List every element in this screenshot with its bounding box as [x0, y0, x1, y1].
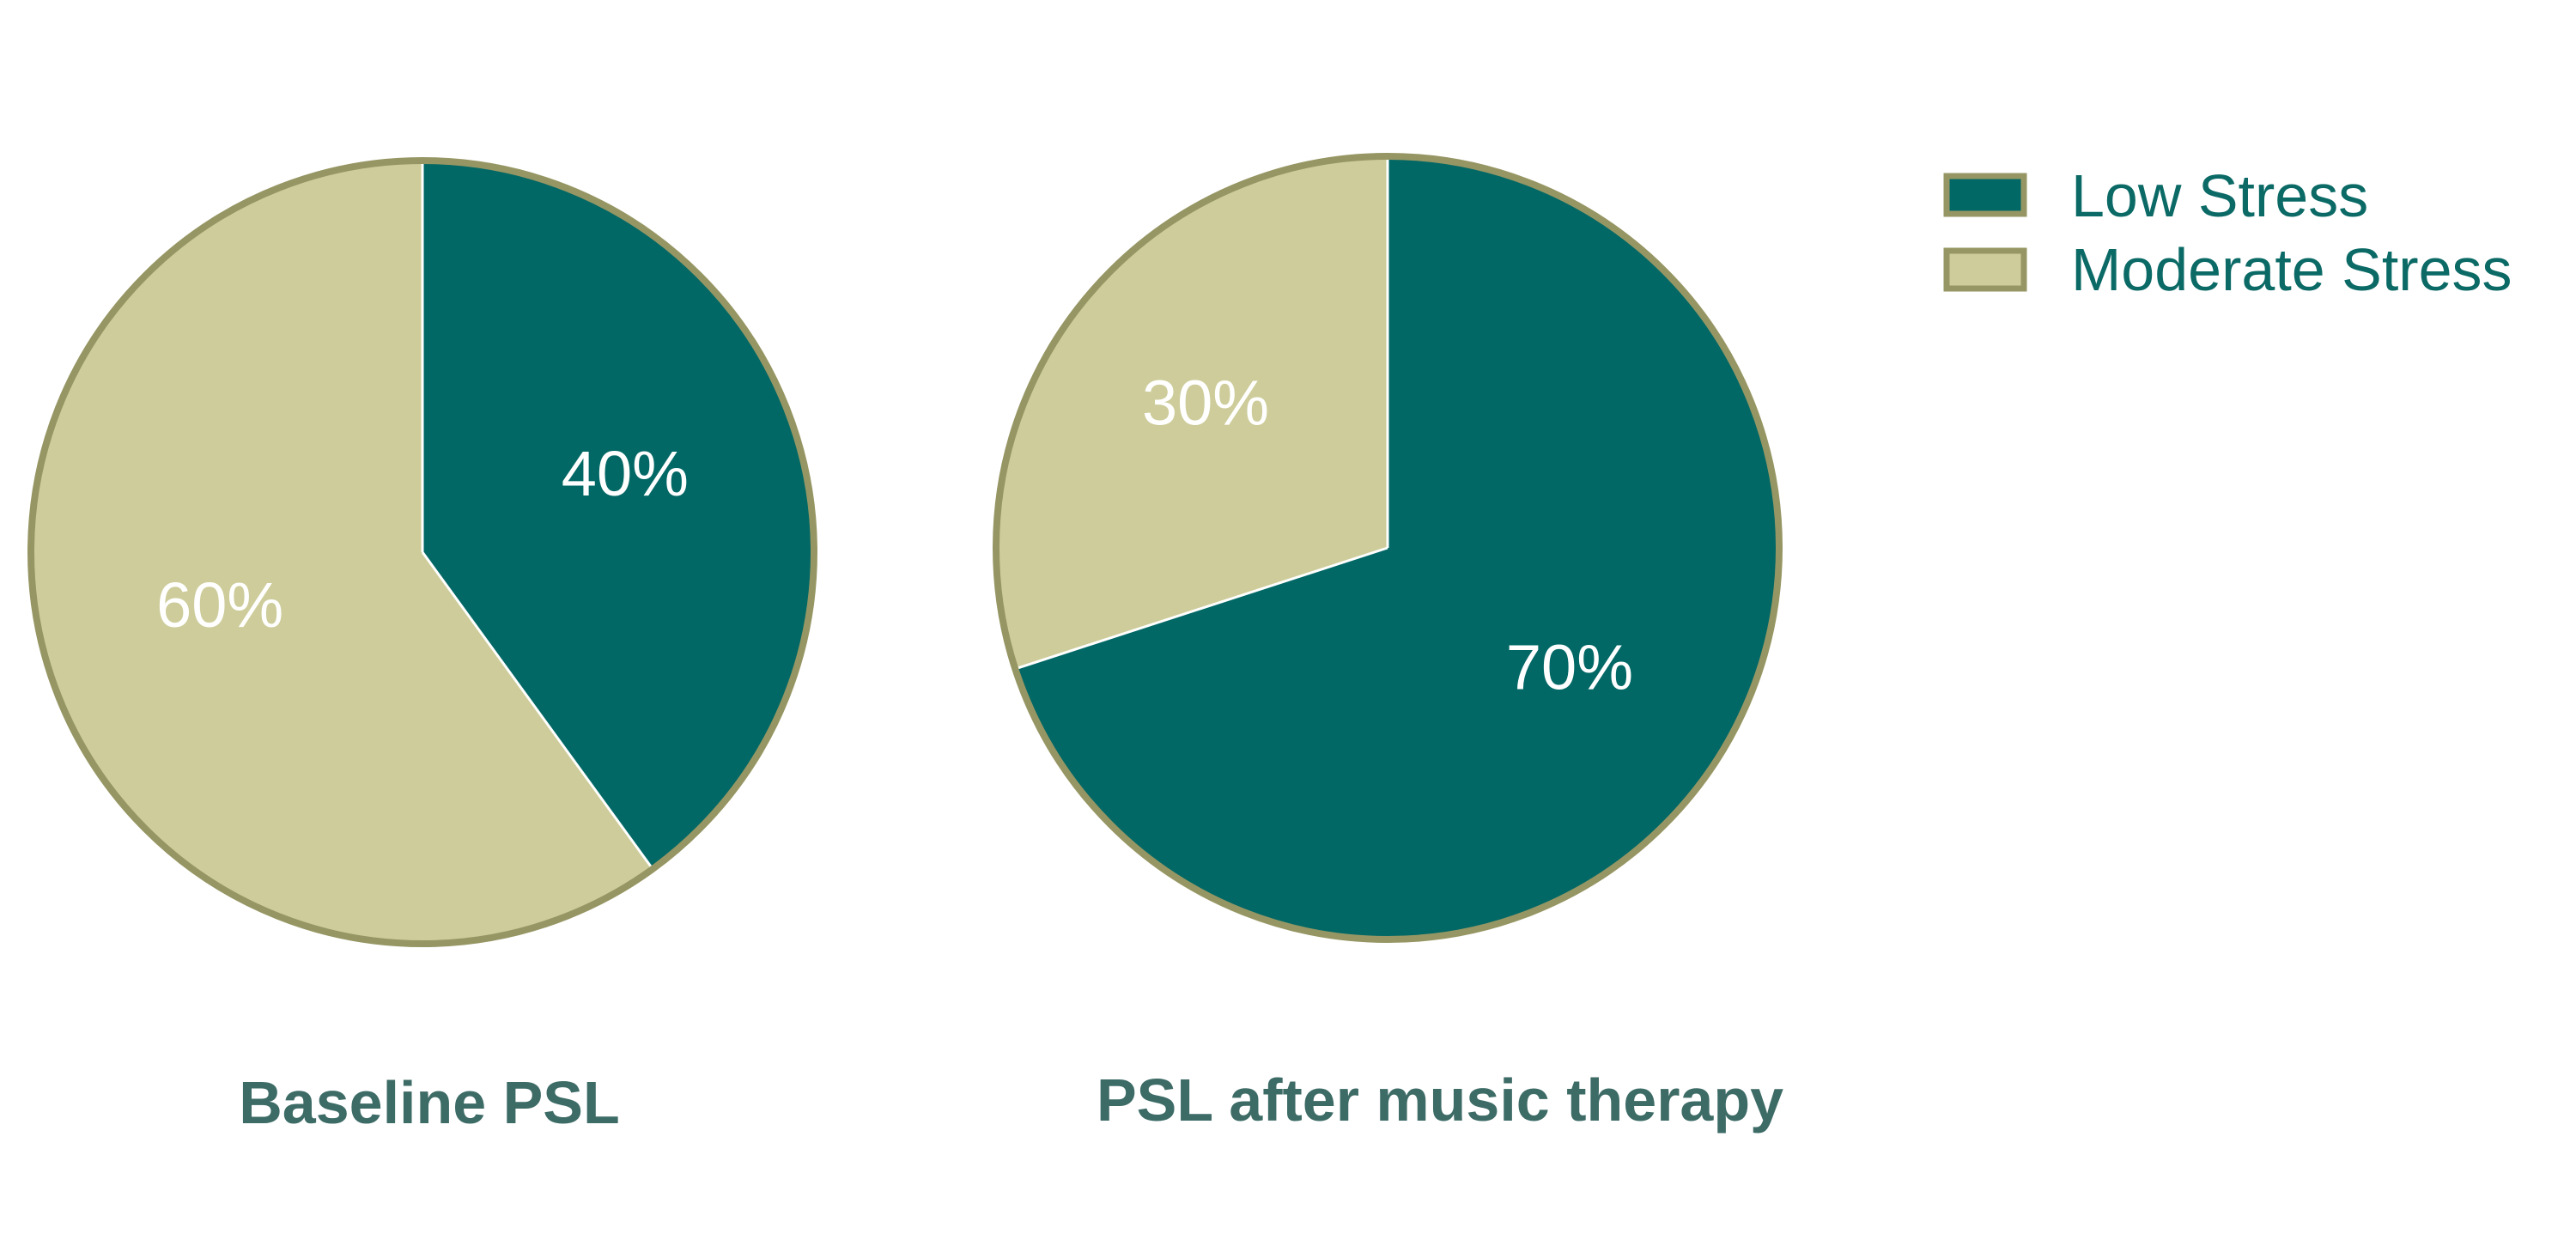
pie-slice-low-stress — [1015, 156, 1779, 939]
legend-label-moderate-stress: Moderate Stress — [2071, 236, 2512, 303]
pie-slice-moderate-stress — [996, 156, 1388, 669]
chart-title-baseline: Baseline PSL — [239, 1069, 620, 1136]
slice-label-moderate-stress: 30% — [1142, 368, 1269, 439]
pie-chart-baseline: 40% 60% — [27, 157, 817, 947]
pie-chart-after-music-therapy: 70% 30% — [993, 153, 1783, 943]
chart-title-after-music-therapy: PSL after music therapy — [1097, 1067, 1783, 1134]
legend: Low Stress Moderate Stress — [1943, 162, 2512, 303]
pie-slice-low-stress — [422, 161, 815, 869]
legend-label-low-stress: Low Stress — [2071, 162, 2368, 229]
legend-swatch-low-stress — [1943, 173, 2027, 217]
legend-item-moderate-stress: Moderate Stress — [1943, 236, 2512, 303]
pie-border — [27, 157, 817, 947]
slice-label-low-stress: 40% — [562, 438, 689, 509]
slice-separator — [1014, 546, 1388, 671]
slice-separator — [421, 551, 654, 870]
legend-item-low-stress: Low Stress — [1943, 162, 2368, 229]
pie-border — [993, 153, 1783, 943]
pie-slice-moderate-stress — [31, 161, 653, 945]
slice-label-low-stress: 70% — [1506, 631, 1633, 702]
slice-label-moderate-stress: 60% — [156, 569, 283, 641]
legend-swatch-moderate-stress — [1943, 247, 2027, 292]
